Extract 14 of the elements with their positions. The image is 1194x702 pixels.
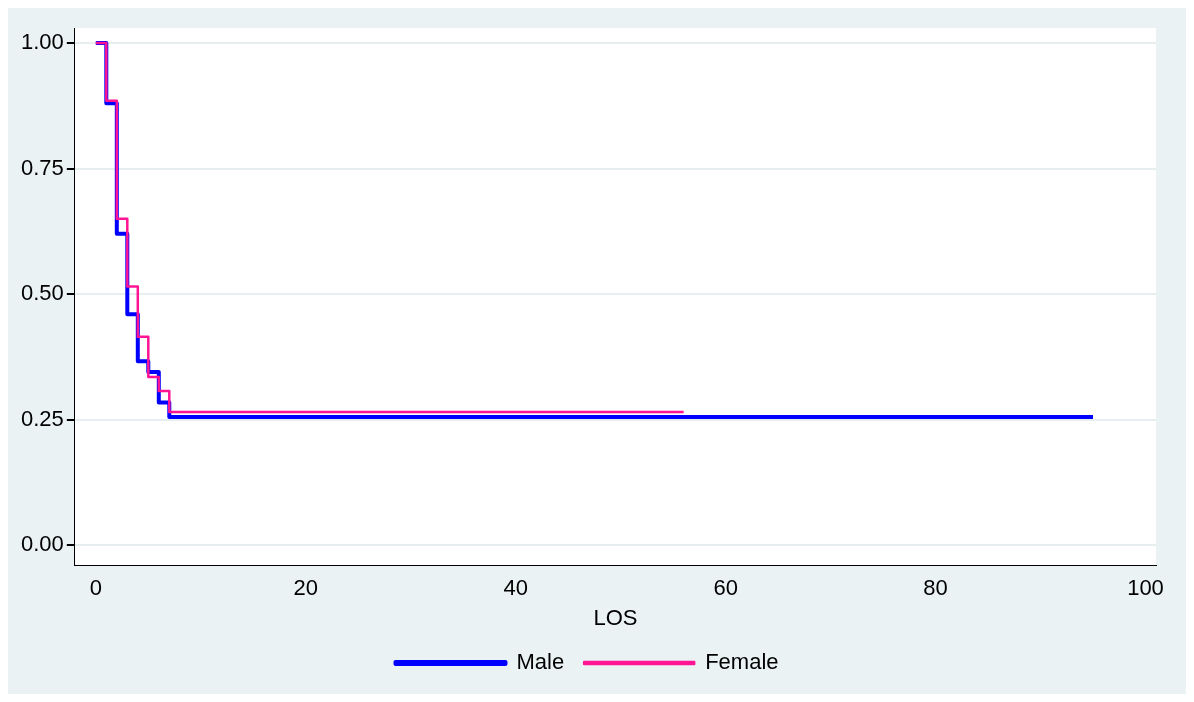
x-tick-label: 20 — [293, 575, 318, 601]
y-tick-label: 0.25 — [20, 405, 64, 431]
x-axis-title: LOS — [593, 604, 638, 630]
y-tick-label: 0.00 — [20, 531, 64, 557]
y-tick-label: 0.50 — [20, 280, 64, 306]
y-tick-label: 0.75 — [20, 154, 64, 180]
y-tick-label: 1.00 — [20, 29, 64, 55]
x-tick-label: 100 — [1127, 575, 1164, 601]
x-tick-label: 80 — [923, 575, 948, 601]
x-tick-label: 40 — [503, 575, 528, 601]
legend-label: Male — [516, 649, 565, 675]
x-tick-label: 0 — [89, 575, 102, 601]
x-tick-label: 60 — [713, 575, 738, 601]
legend-label: Female — [705, 649, 779, 675]
